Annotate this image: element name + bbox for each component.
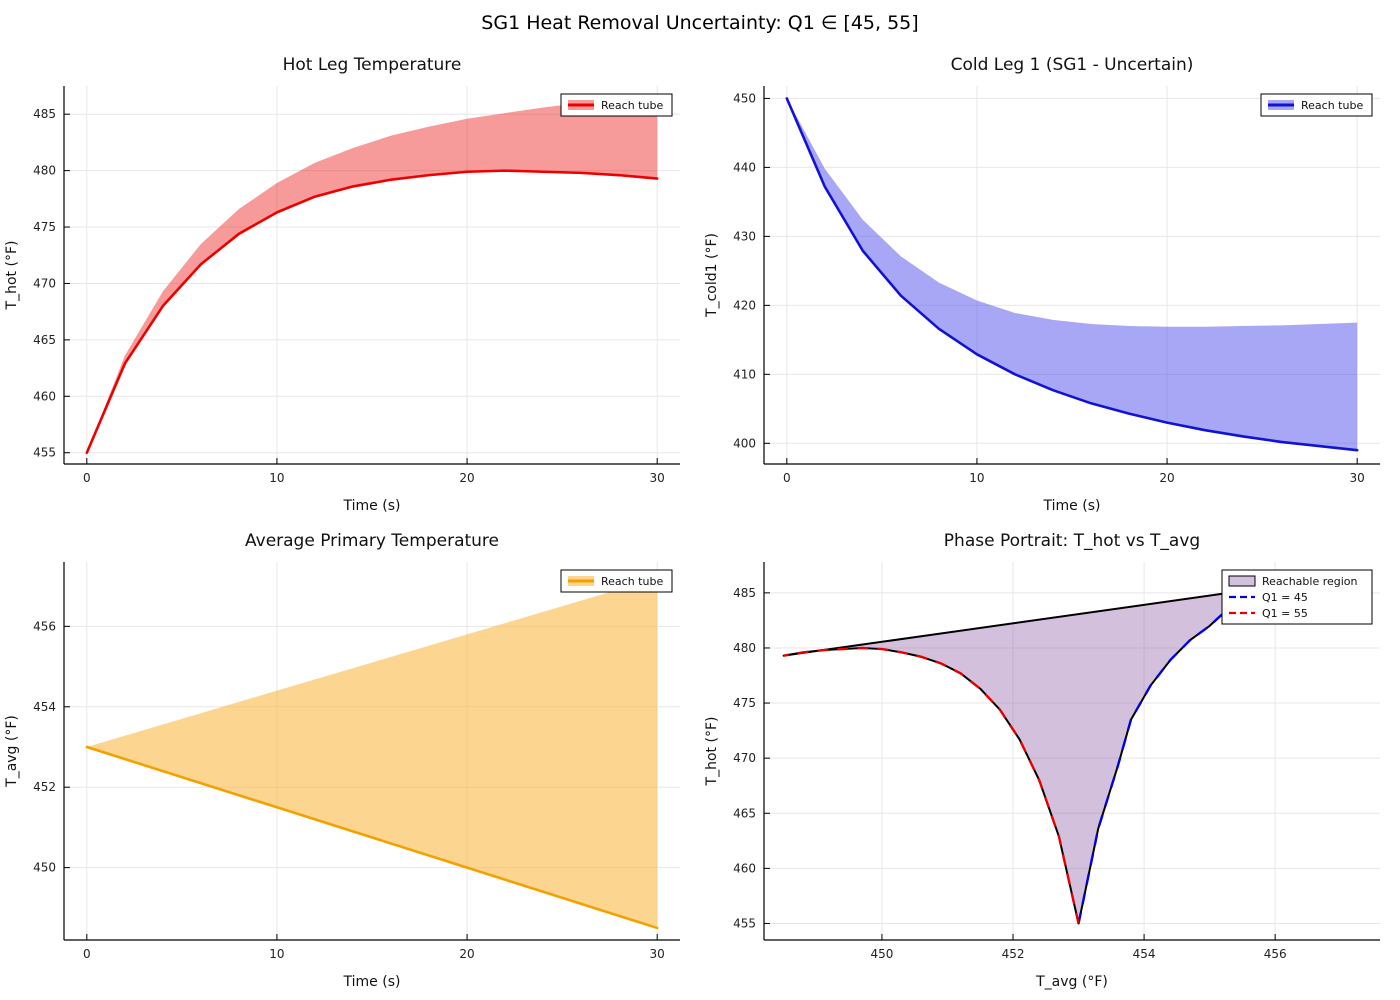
svg-text:485: 485 xyxy=(33,107,56,121)
legend: Reach tube xyxy=(560,569,673,593)
svg-text:400: 400 xyxy=(733,436,756,450)
axes: 0 10 20 30 400 410 420 430 440 450 xyxy=(733,86,1380,485)
svg-text:452: 452 xyxy=(1002,947,1025,961)
chart-grid: 0 10 20 30 455 460 465 470 475 480 485 Hot Leg Temp… xyxy=(0,46,1400,998)
svg-text:465: 465 xyxy=(33,333,56,347)
svg-text:480: 480 xyxy=(733,641,756,655)
series xyxy=(785,97,1359,452)
svg-text:450: 450 xyxy=(733,91,756,105)
svg-text:465: 465 xyxy=(733,806,756,820)
legend: Reach tube xyxy=(1260,93,1373,117)
svg-text:30: 30 xyxy=(1350,471,1365,485)
svg-text:470: 470 xyxy=(33,276,56,290)
reach-tube-band-fill xyxy=(786,98,1358,451)
figure-title: SG1 Heat Removal Uncertainty: Q1 ∈ [45, … xyxy=(481,12,919,34)
svg-text:Reach tube: Reach tube xyxy=(601,99,663,112)
svg-text:454: 454 xyxy=(1133,947,1156,961)
svg-text:455: 455 xyxy=(733,916,756,930)
svg-text:0: 0 xyxy=(783,471,791,485)
y-axis-label: T_hot (°F) xyxy=(4,241,20,311)
svg-text:455: 455 xyxy=(33,446,56,460)
axes: 450 452 454 456 455 460 465 470 475 480 485 xyxy=(733,562,1380,961)
svg-text:440: 440 xyxy=(733,160,756,174)
svg-text:420: 420 xyxy=(733,298,756,312)
y-axis-label: T_hot (°F) xyxy=(704,717,720,787)
svg-text:Reach tube: Reach tube xyxy=(601,575,663,588)
x-axis-label: Time (s) xyxy=(343,974,401,990)
svg-text:Q1 = 55: Q1 = 55 xyxy=(1262,607,1308,620)
svg-text:10: 10 xyxy=(969,471,984,485)
svg-text:475: 475 xyxy=(33,220,56,234)
svg-text:460: 460 xyxy=(733,861,756,875)
svg-text:410: 410 xyxy=(733,367,756,381)
svg-text:20: 20 xyxy=(1159,471,1174,485)
svg-text:470: 470 xyxy=(733,751,756,765)
reach-tube-band-line xyxy=(85,745,659,930)
svg-text:20: 20 xyxy=(459,471,474,485)
svg-text:0: 0 xyxy=(83,471,91,485)
x-axis-label: Time (s) xyxy=(1043,498,1101,514)
y-axis-label: T_avg (°F) xyxy=(4,715,20,788)
x-axis-label: Time (s) xyxy=(343,498,401,514)
chart-cold-leg-1: 0 10 20 30 400 410 420 430 440 450 Cold Leg 1 (SG1… xyxy=(704,55,1380,514)
reach-tube-band-fill xyxy=(86,96,658,453)
svg-text:430: 430 xyxy=(733,229,756,243)
svg-text:10: 10 xyxy=(269,947,284,961)
gridlines xyxy=(64,86,680,464)
svg-text:30: 30 xyxy=(650,947,665,961)
svg-text:454: 454 xyxy=(33,700,56,714)
svg-text:Reachable region: Reachable region xyxy=(1262,575,1358,588)
chart-phase-portrait: 450 452 454 456 455 460 465 470 475 480 485 Phase P… xyxy=(704,531,1380,990)
svg-text:456: 456 xyxy=(33,619,56,633)
svg-text:475: 475 xyxy=(733,696,756,710)
svg-text:450: 450 xyxy=(871,947,894,961)
x-axis-label: T_avg (°F) xyxy=(1035,974,1108,990)
legend: Reachable region Q1 = 45 Q1 = 55 xyxy=(1221,569,1373,625)
svg-text:456: 456 xyxy=(1264,947,1287,961)
series xyxy=(85,578,659,930)
chart-title: Average Primary Temperature xyxy=(245,531,499,551)
axes: 0 10 20 30 450 452 454 456 xyxy=(33,562,680,961)
series xyxy=(782,574,1355,925)
svg-text:0: 0 xyxy=(83,947,91,961)
svg-text:Q1 = 45: Q1 = 45 xyxy=(1262,591,1308,604)
svg-text:30: 30 xyxy=(650,471,665,485)
svg-text:460: 460 xyxy=(33,389,56,403)
svg-text:Reach tube: Reach tube xyxy=(1301,99,1363,112)
chart-title: Hot Leg Temperature xyxy=(283,55,462,75)
svg-text:450: 450 xyxy=(33,861,56,875)
chart-title: Phase Portrait: T_hot vs T_avg xyxy=(944,531,1200,551)
svg-text:480: 480 xyxy=(33,164,56,178)
svg-text:485: 485 xyxy=(733,586,756,600)
chart-title: Cold Leg 1 (SG1 - Uncertain) xyxy=(951,55,1194,75)
axes: 0 10 20 30 455 460 465 470 475 480 485 xyxy=(33,86,680,485)
series xyxy=(85,96,659,455)
reachable-region xyxy=(782,574,1355,925)
chart-hot-leg-temperature: 0 10 20 30 455 460 465 470 475 480 485 Hot Leg Temp… xyxy=(4,55,680,514)
chart-average-primary-temperature: 0 10 20 30 450 452 454 456 Average Primary Tempe… xyxy=(4,531,680,990)
gridlines xyxy=(764,86,1380,464)
y-axis-label: T_cold1 (°F) xyxy=(704,233,720,318)
reach-tube-band-line xyxy=(785,97,1359,452)
svg-text:10: 10 xyxy=(269,471,284,485)
svg-text:20: 20 xyxy=(459,947,474,961)
legend: Reach tube xyxy=(560,93,673,117)
reach-tube-band-fill xyxy=(86,578,658,928)
svg-text:452: 452 xyxy=(33,780,56,794)
reach-tube-band-line xyxy=(85,169,659,455)
